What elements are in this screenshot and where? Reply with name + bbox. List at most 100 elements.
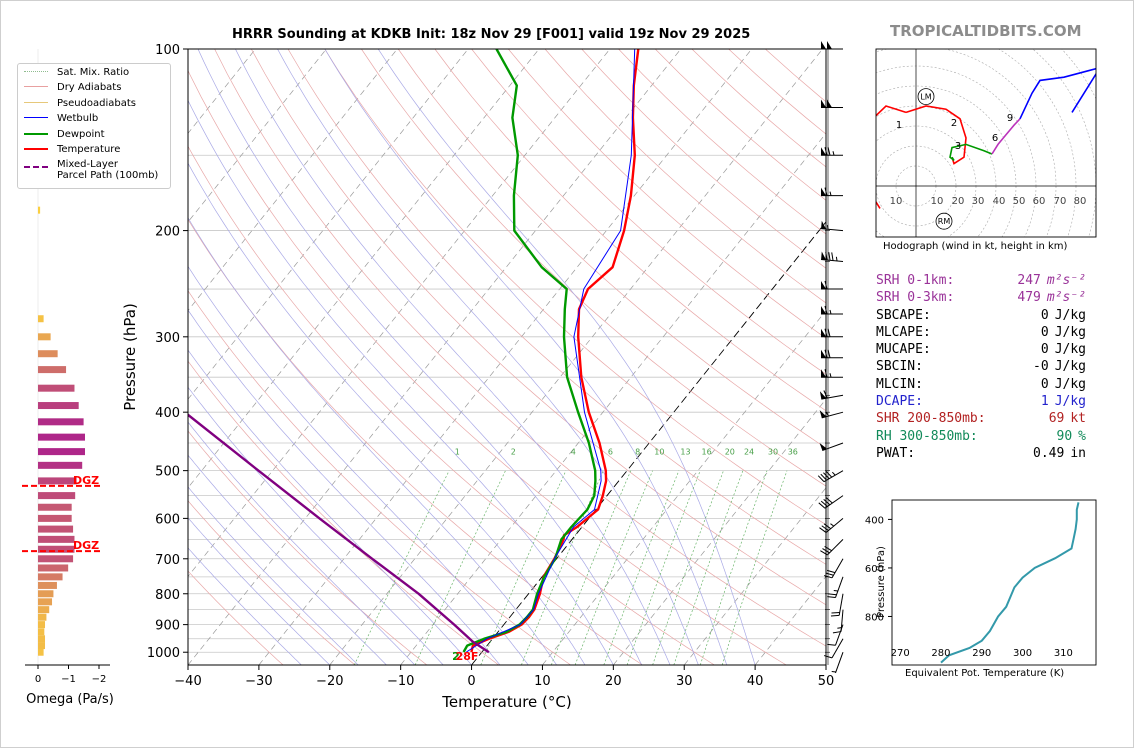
- moist-adiabat: [188, 265, 529, 665]
- barb-full: [824, 147, 828, 156]
- mixing-ratio-line: [521, 470, 604, 665]
- hodograph-caption: Hodograph (wind in kt, height in km): [883, 241, 1068, 252]
- hodograph-tick-label: 60: [1033, 196, 1046, 207]
- skewt-axes-frame: [187, 48, 827, 666]
- index-label: SBCAPE:: [876, 307, 931, 323]
- dry-adiabat: [471, 49, 826, 375]
- index-label: SBCIN:: [876, 359, 923, 375]
- barb-full: [826, 569, 836, 574]
- mixing-ratio-line: [414, 470, 506, 665]
- barb-staff: [821, 411, 844, 419]
- hodograph-frame: [875, 48, 1097, 238]
- mixing-ratio-line: [699, 470, 768, 665]
- hodograph-lm-marker: [917, 88, 935, 105]
- mixing-ratio-line: [550, 470, 632, 665]
- index-value: 0 J/kg: [1040, 376, 1086, 392]
- omega-bar: [38, 448, 86, 456]
- index-unit: m²s⁻²: [1046, 273, 1086, 288]
- barb-flag: [821, 328, 826, 337]
- moist-adiabat: [197, 49, 643, 665]
- wind-barb: [819, 390, 844, 400]
- omega-bar: [38, 621, 46, 629]
- barb-staff: [831, 558, 844, 579]
- hodograph-tick-label: 10: [931, 196, 944, 207]
- hodograph-rm-marker: [935, 212, 953, 230]
- omega-bar: [38, 433, 86, 441]
- wind-barb: [827, 624, 844, 646]
- chart-title: HRRR Sounding at KDKB Init: 18z Nov 29 […: [232, 27, 751, 42]
- wind-barb: [817, 470, 844, 483]
- barb-flag: [821, 220, 827, 230]
- theta-e-xtick-label: 270: [891, 648, 910, 659]
- moist-adiabat: [188, 486, 359, 665]
- legend-item: Sat. Mix. Ratio: [24, 67, 129, 81]
- barb-full: [831, 611, 840, 614]
- pressure-tick-label: 1000: [147, 646, 180, 661]
- omega-xlabel: Omega (Pa/s): [26, 692, 114, 707]
- hodograph-panel: LM RM 1 2 3 69 10 10 20 30 40 50 60 70 80: [875, 48, 1097, 238]
- pressure-tick-label: 200: [155, 225, 180, 240]
- barb-half: [835, 256, 838, 261]
- isotherm-line: [258, 49, 752, 665]
- mixing-ratio-label: 10: [654, 447, 664, 456]
- wetbulb-line: [466, 49, 636, 653]
- legend-item: Mixed-Layer Parcel Path (100mb): [24, 159, 158, 181]
- barb-staff: [835, 652, 844, 674]
- index-unit: J/kg: [1054, 307, 1086, 323]
- pressure-tick-label: 500: [155, 465, 180, 480]
- temperature-tick-label: −30: [245, 674, 272, 689]
- temperature-tick-label: 50: [818, 674, 835, 689]
- barb-flag: [821, 349, 826, 358]
- temperature-tick-label: 10: [534, 674, 551, 689]
- legend-label: Dewpoint: [57, 129, 105, 140]
- pressure-tick-label: 100: [155, 43, 180, 58]
- index-unit: J/kg: [1054, 376, 1086, 392]
- index-label: SRH 0-3km:: [876, 290, 955, 306]
- hodograph-height-label: 2: [951, 118, 957, 129]
- dry-adiabat: [287, 49, 826, 565]
- barb-full: [824, 349, 828, 358]
- index-unit: in: [1070, 445, 1086, 461]
- moist-adiabat: [377, 49, 756, 665]
- omega-bar: [38, 514, 72, 522]
- index-label: MLCAPE:: [876, 324, 931, 340]
- barb-full: [824, 546, 832, 552]
- omega-bar: [38, 581, 57, 589]
- moist-adiabat: [188, 517, 331, 665]
- index-row: SBCIN: -0 J/kg: [876, 358, 1096, 375]
- barb-full: [821, 525, 829, 532]
- wind-barb: [830, 593, 844, 617]
- index-unit: %: [1078, 428, 1086, 444]
- index-unit: J/kg: [1054, 394, 1086, 410]
- barb-flag: [821, 187, 826, 196]
- barb-staff: [824, 495, 844, 509]
- barb-full: [817, 475, 825, 482]
- barb-full: [819, 527, 827, 533]
- barb-full: [824, 369, 828, 378]
- index-row: RH 300-850mb: 90%: [876, 428, 1096, 445]
- barb-full: [824, 305, 828, 315]
- index-row: DCAPE: 1 J/kg: [876, 393, 1096, 410]
- surface-dewpoint-label: 2: [452, 650, 460, 663]
- omega-bar: [38, 590, 54, 598]
- omega-bar: [38, 564, 69, 572]
- omega-bar: [38, 635, 46, 643]
- mixing-ratio-label: 1: [455, 447, 460, 456]
- barb-full: [820, 550, 828, 556]
- wind-barb: [823, 638, 844, 659]
- barb-full: [825, 572, 834, 576]
- barb-flag: [821, 369, 826, 378]
- barb-flag: [827, 41, 832, 49]
- barb-full: [823, 390, 828, 399]
- barb-full: [823, 472, 830, 479]
- mixing-ratio-line: [721, 470, 788, 665]
- barb-full: [822, 548, 830, 554]
- hodograph-tick-label: 20: [952, 196, 965, 207]
- dry-adiabat: [544, 49, 826, 304]
- mixing-ratio-label: 30: [768, 447, 778, 456]
- theta-e-ytick-label: 600: [865, 564, 884, 575]
- theta-e-frame: [891, 499, 1097, 666]
- dry-adiabat: [324, 49, 826, 526]
- dry-adiabat: [188, 218, 643, 665]
- barb-full: [823, 655, 833, 659]
